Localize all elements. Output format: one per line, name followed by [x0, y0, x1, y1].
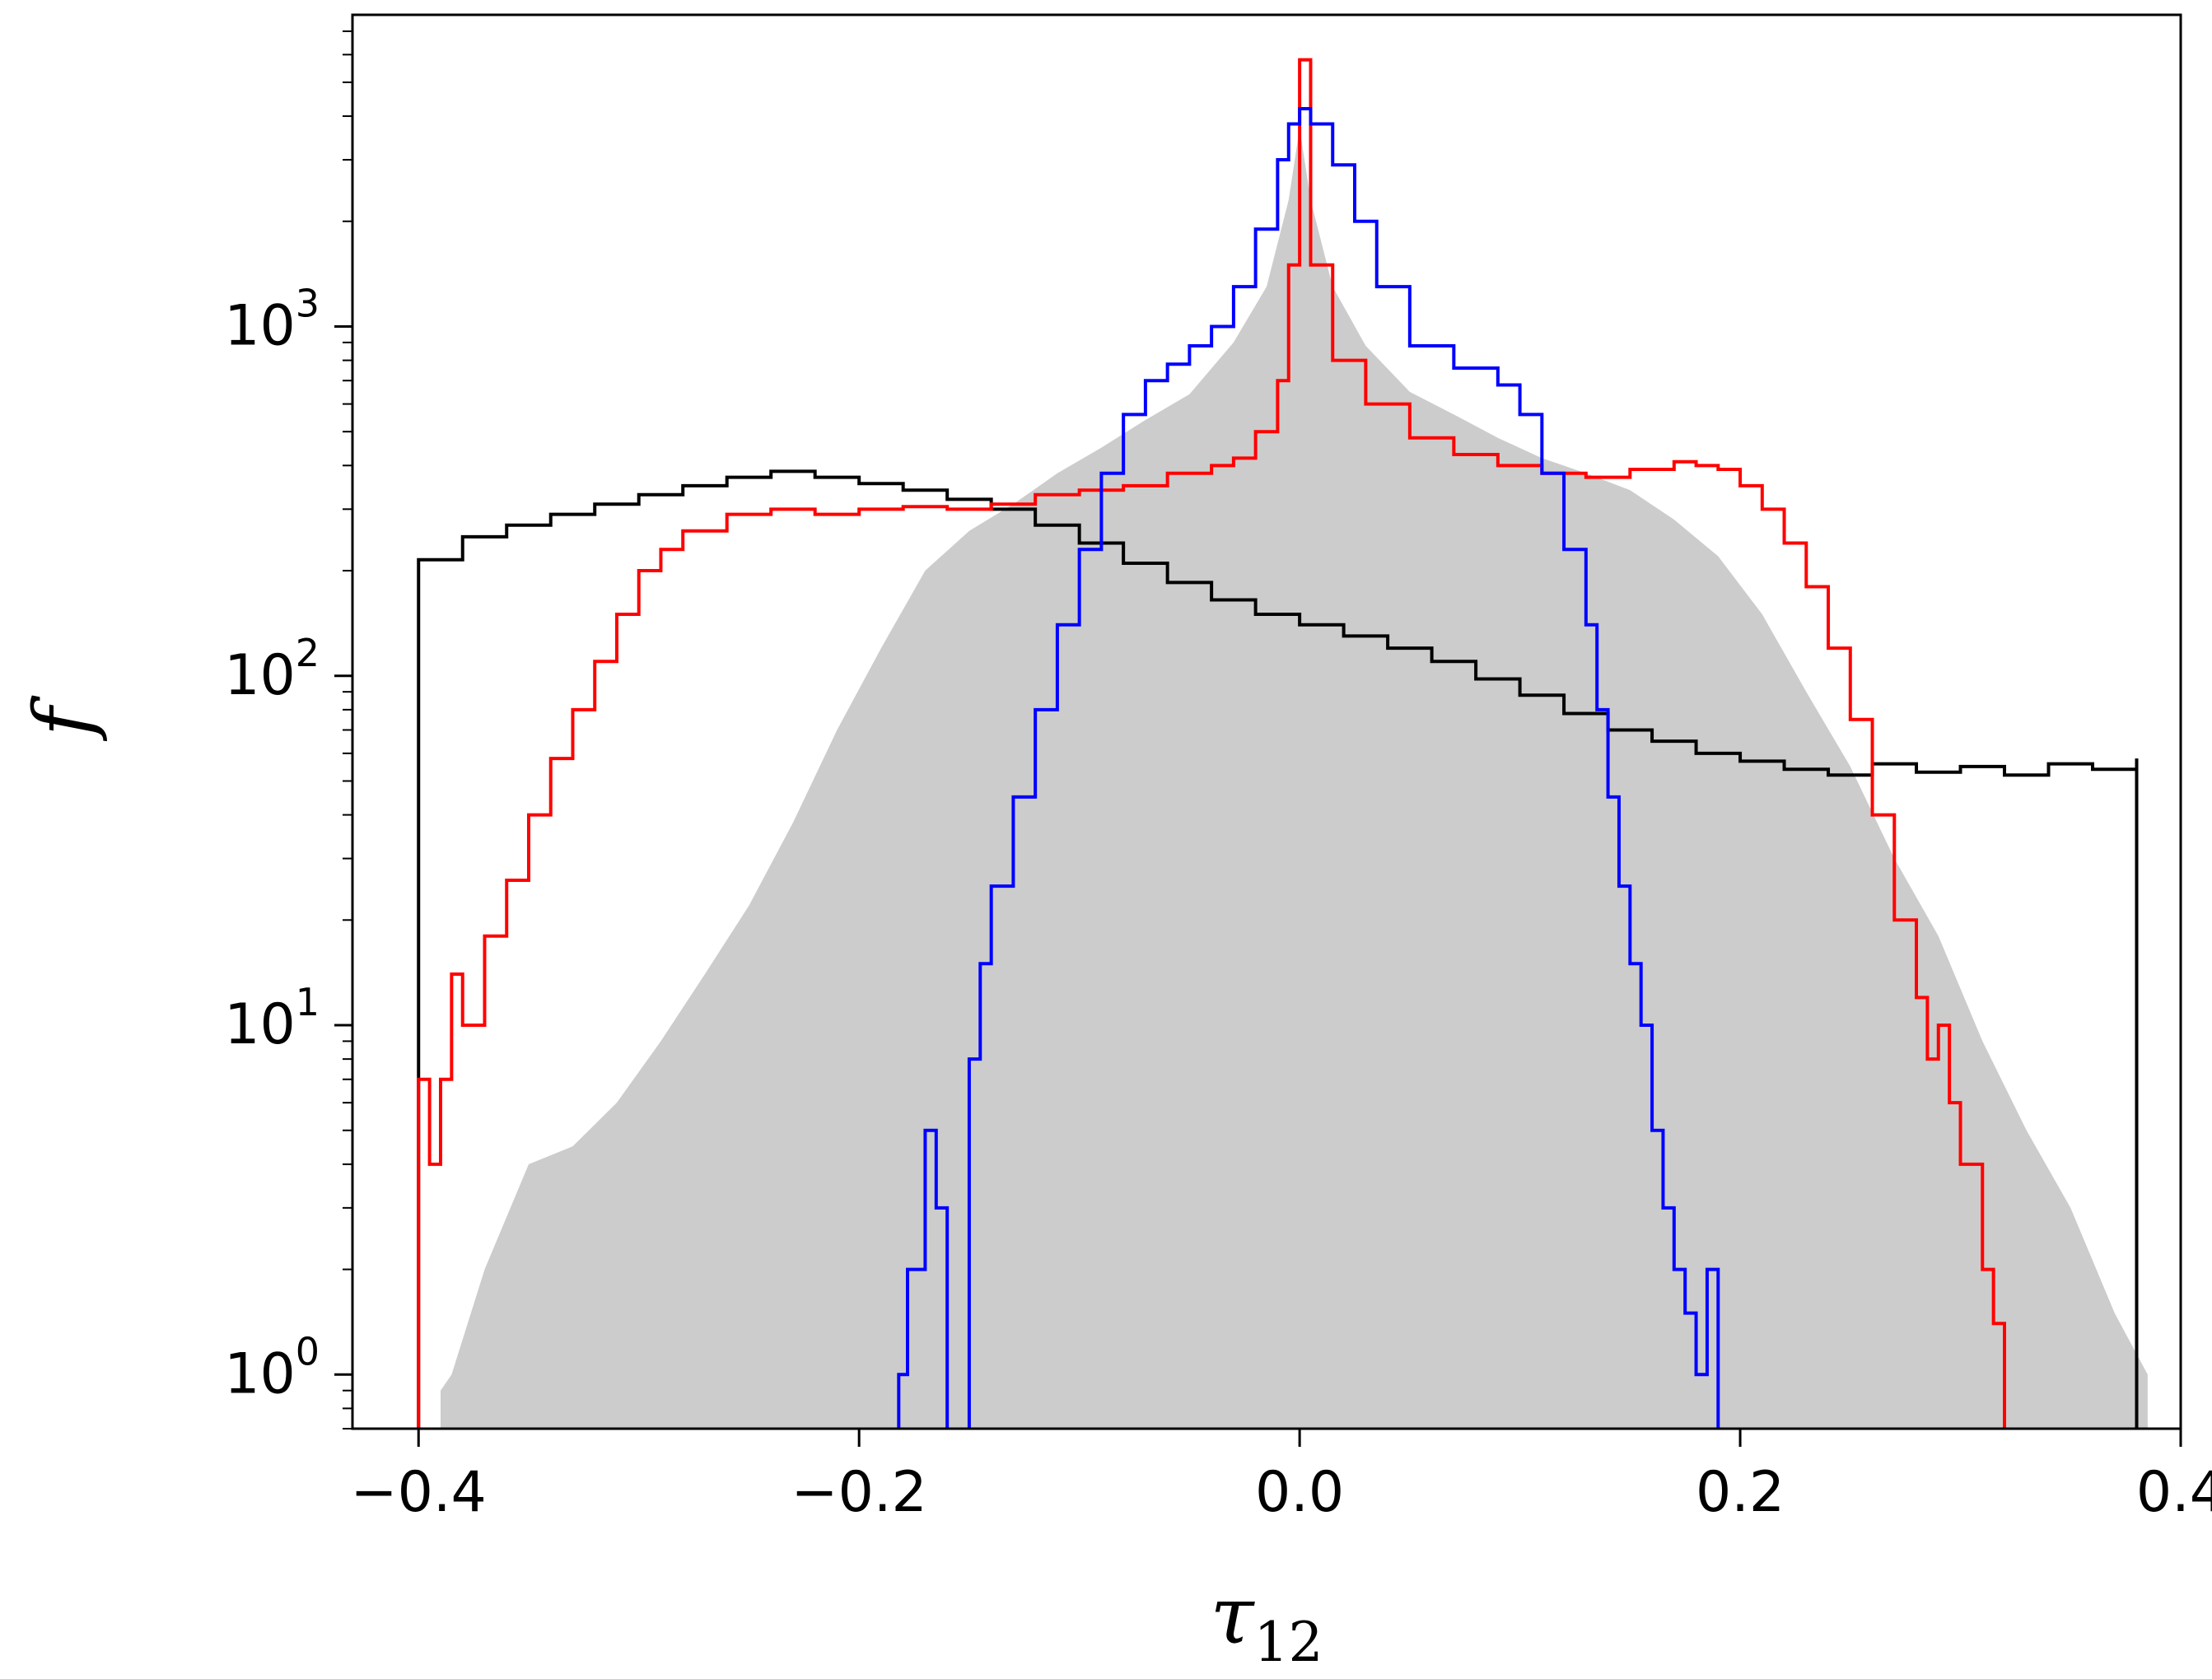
x-axis: −0.4 −0.2 0.0 0.2 0.4: [351, 1429, 2212, 1525]
y-axis-label: f: [17, 695, 110, 741]
x-tick-label: 0.4: [2136, 1460, 2212, 1525]
filled-histogram-series: [440, 128, 2148, 1429]
y-axis: 100 101 102 103: [224, 30, 352, 1429]
x-axis-label-subscript: 12: [1254, 1611, 1323, 1674]
y-tick-label: 101: [224, 980, 320, 1057]
step-histogram-series-2: [417, 58, 2007, 1429]
y-tick-label: 102: [224, 631, 320, 708]
x-axis-label: τ12: [1210, 1569, 1323, 1674]
x-axis-label-main: τ: [1210, 1569, 1255, 1662]
series-layer: [417, 58, 2148, 1429]
plot-frame: [351, 13, 2182, 1430]
y-tick-label: 103: [224, 281, 320, 358]
x-tick-label: 0.0: [1255, 1460, 1344, 1525]
x-tick-label: −0.4: [351, 1460, 487, 1525]
x-tick-label: −0.2: [791, 1460, 927, 1525]
step-histogram-series-3: [897, 107, 1720, 1429]
x-tick-label: 0.2: [1696, 1460, 1785, 1525]
y-tick-label: 100: [224, 1329, 320, 1406]
